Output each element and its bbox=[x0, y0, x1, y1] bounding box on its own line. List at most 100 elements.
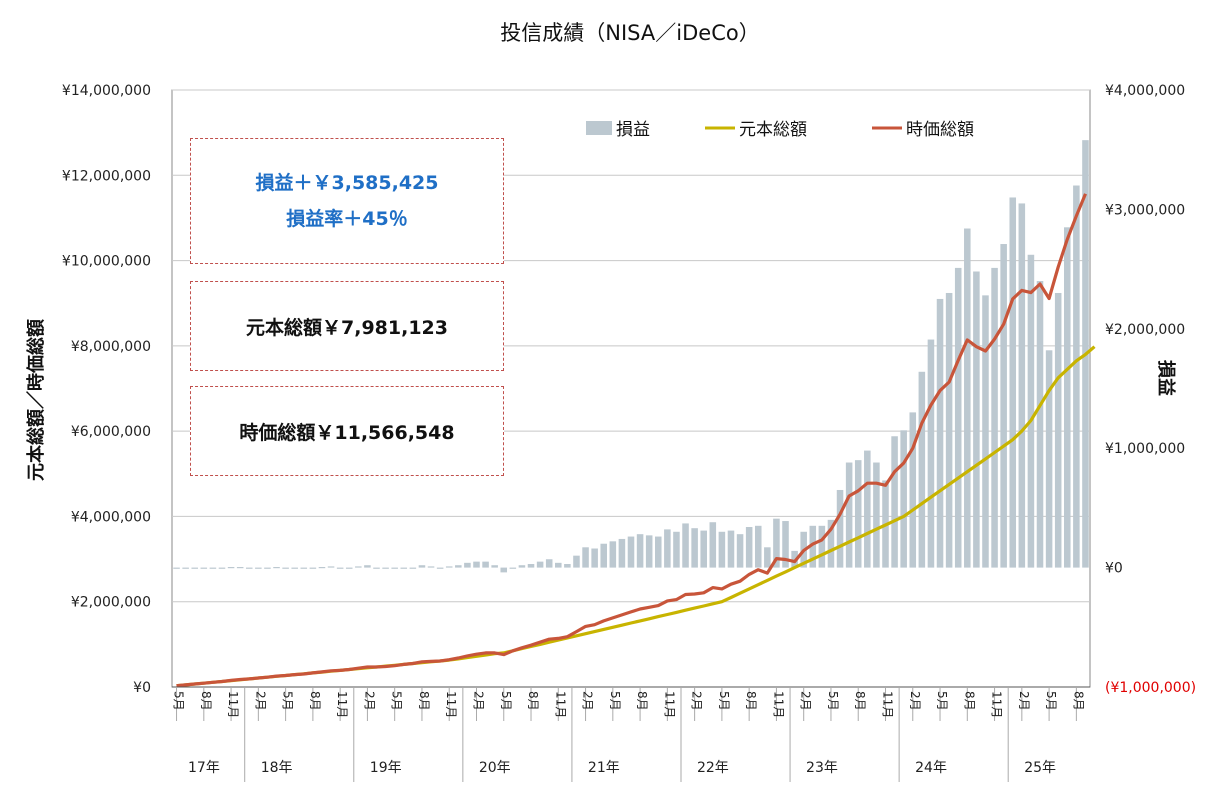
right-tick-label: ¥4,000,000 bbox=[1105, 83, 1185, 99]
month-tick-label: 5月 bbox=[717, 691, 731, 711]
right-axis-label: 損益 bbox=[1155, 360, 1177, 396]
profit-bar bbox=[827, 519, 835, 568]
profit-bar bbox=[1036, 281, 1044, 568]
month-tick-label: 5月 bbox=[608, 691, 622, 711]
left-tick-label: ¥12,000,000 bbox=[62, 168, 151, 184]
profit-bar bbox=[782, 521, 789, 568]
profit-bar bbox=[591, 548, 598, 568]
right-axis-ticks: (¥1,000,000) ¥0 ¥1,000,000 ¥2,000,000 ¥3,000… bbox=[1105, 83, 1196, 696]
month-tick-label: 5月 bbox=[499, 691, 513, 711]
month-tick-label: 8月 bbox=[962, 691, 976, 711]
right-tick-label: ¥3,000,000 bbox=[1105, 202, 1185, 218]
left-tick-label: ¥2,000,000 bbox=[71, 595, 151, 611]
profit-bar bbox=[473, 561, 480, 568]
profit-bar bbox=[927, 339, 935, 568]
profit-bar bbox=[518, 565, 526, 568]
legend-swatch-bar bbox=[586, 121, 612, 135]
principal-annotation-box: 元本総額￥7,981,123 bbox=[190, 281, 504, 371]
right-tick-label: (¥1,000,000) bbox=[1105, 680, 1196, 696]
profit-bar bbox=[754, 525, 762, 568]
month-tick-label: 11月 bbox=[553, 691, 567, 718]
profit-bar bbox=[345, 567, 353, 569]
month-tick-label: 5月 bbox=[172, 691, 186, 711]
month-tick-label: 11月 bbox=[771, 691, 785, 718]
profit-annotation-box: 損益＋￥3,585,425 損益率＋45％ bbox=[190, 138, 504, 264]
profit-bar bbox=[227, 567, 235, 569]
year-label: 19年 bbox=[370, 760, 402, 776]
profit-bar bbox=[936, 298, 944, 568]
profit-bar bbox=[600, 543, 608, 568]
year-label: 20年 bbox=[479, 760, 511, 776]
year-label: 22年 bbox=[697, 760, 729, 776]
year-label: 17年 bbox=[188, 760, 220, 776]
profit-bar bbox=[400, 567, 408, 569]
profit-bar bbox=[636, 534, 644, 568]
profit-bar bbox=[327, 566, 335, 568]
month-tick-label: 8月 bbox=[1071, 691, 1085, 711]
profit-bar bbox=[573, 555, 580, 568]
month-tick-label: 2月 bbox=[362, 691, 376, 711]
year-label: 21年 bbox=[588, 760, 620, 776]
value-lines bbox=[176, 193, 1096, 688]
profit-bar bbox=[191, 567, 198, 569]
profit-bar bbox=[582, 547, 589, 568]
profit-bar bbox=[873, 462, 880, 568]
profit-bar bbox=[945, 292, 953, 568]
month-tick-label: 8月 bbox=[744, 691, 758, 711]
profit-bar bbox=[564, 564, 571, 568]
profit-bar bbox=[982, 295, 989, 568]
market-annotation-box: 時価総額￥11,566,548 bbox=[190, 386, 504, 476]
month-tick-label: 11月 bbox=[880, 691, 894, 718]
profit-bar bbox=[809, 525, 817, 568]
profit-bar bbox=[1027, 254, 1035, 568]
profit-bar bbox=[182, 567, 189, 569]
profit-bar bbox=[700, 530, 707, 568]
profit-bar bbox=[745, 527, 753, 568]
profit-bar bbox=[373, 567, 380, 569]
month-tick-label: 8月 bbox=[199, 691, 213, 711]
month-tick-label: 2月 bbox=[690, 691, 704, 711]
month-tick-label: 11月 bbox=[990, 691, 1004, 718]
x-axis: 5月 8月 11月 2月 5月 8月 11月 2月 5月 8月 11月 2月 5月 8月 11月 2月 5月 8月… bbox=[172, 686, 1090, 782]
profit-bar bbox=[954, 267, 962, 568]
profit-bar bbox=[427, 566, 435, 568]
left-tick-label: ¥4,000,000 bbox=[71, 509, 151, 525]
profit-bars bbox=[173, 140, 1089, 573]
year-label: 18年 bbox=[261, 760, 293, 776]
profit-bar bbox=[1045, 350, 1053, 568]
profit-bar bbox=[918, 371, 926, 568]
profit-bar bbox=[536, 561, 544, 568]
left-tick-label: ¥8,000,000 bbox=[71, 339, 151, 355]
profit-bar bbox=[309, 567, 317, 569]
profit-bar bbox=[436, 567, 444, 569]
profit-bar bbox=[318, 567, 326, 569]
profit-bar bbox=[682, 523, 689, 568]
profit-bar bbox=[282, 567, 289, 569]
profit-bar bbox=[718, 531, 726, 568]
market-value-line bbox=[176, 193, 1087, 688]
year-label: 24年 bbox=[915, 760, 947, 776]
profit-bar bbox=[491, 565, 498, 568]
profit-bar bbox=[545, 559, 553, 568]
profit-bar bbox=[645, 535, 653, 568]
month-tick-label: 5月 bbox=[1044, 691, 1058, 711]
month-tick-label: 8月 bbox=[526, 691, 540, 711]
profit-bar bbox=[391, 567, 398, 569]
profit-bar bbox=[764, 547, 771, 568]
month-tick-label: 8月 bbox=[635, 691, 649, 711]
profit-bar bbox=[891, 436, 898, 568]
profit-bar bbox=[609, 541, 617, 568]
profit-bar bbox=[255, 567, 262, 569]
profit-bar bbox=[673, 531, 680, 568]
month-tick-label: 2月 bbox=[1017, 691, 1031, 711]
profit-bar bbox=[627, 536, 635, 568]
profit-bar bbox=[1018, 203, 1026, 568]
right-tick-label: ¥2,000,000 bbox=[1105, 322, 1185, 338]
chart-title: 投信成績（NISA／iDeCo） bbox=[500, 21, 759, 45]
profit-bar bbox=[864, 450, 871, 568]
profit-bar bbox=[709, 522, 717, 568]
profit-bar bbox=[464, 562, 471, 568]
month-tick-label: 11月 bbox=[662, 691, 676, 718]
left-tick-label: ¥0 bbox=[133, 680, 151, 696]
